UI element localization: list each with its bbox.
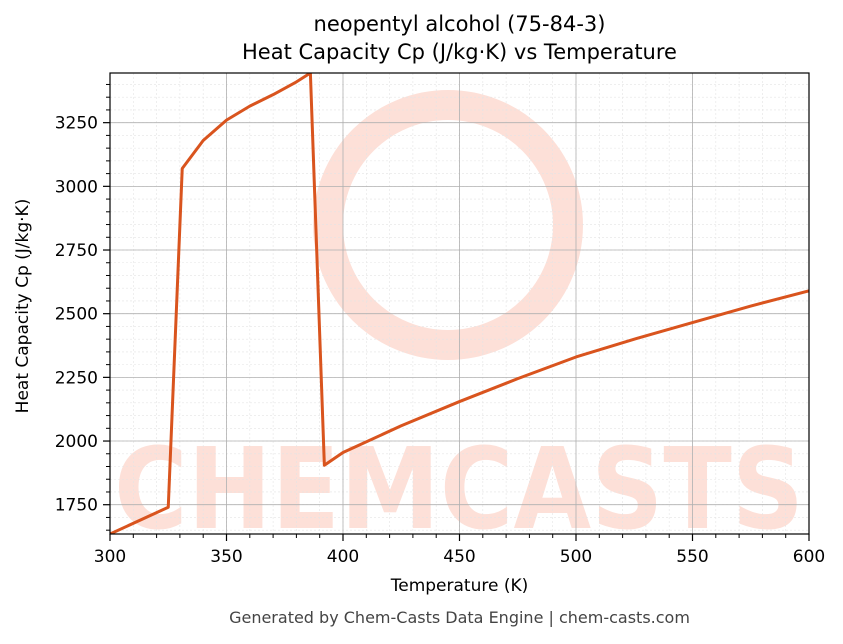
x-tick-label: 600: [793, 547, 825, 567]
y-tick-label: 3250: [55, 114, 98, 134]
y-tick-label: 2000: [55, 432, 98, 452]
chart-subtitle: Heat Capacity Cp (J/kg·K) vs Temperature: [242, 40, 677, 64]
x-tick-label: 450: [443, 547, 475, 567]
series-line-0: [110, 73, 809, 534]
watermark-ring: [313, 90, 583, 360]
watermark-text: CHEMCASTS: [114, 425, 804, 555]
y-tick-label: 3000: [55, 177, 98, 197]
x-tick-label: 300: [94, 547, 126, 567]
y-tick-label: 2250: [55, 368, 98, 388]
y-tick-label: 1750: [55, 496, 98, 516]
x-tick-label: 350: [210, 547, 242, 567]
series-layer: [110, 73, 809, 534]
x-tick-label: 500: [560, 547, 592, 567]
x-tick-label: 400: [327, 547, 359, 567]
y-axis-label: Heat Capacity Cp (J/kg·K): [13, 198, 33, 414]
y-tick-label: 2500: [55, 305, 98, 325]
chart-title: neopentyl alcohol (75-84-3): [313, 12, 606, 36]
y-tick-label: 2750: [55, 241, 98, 261]
watermark: CHEMCASTS: [114, 90, 804, 555]
x-axis-label: Temperature (K): [390, 576, 529, 596]
axis-ticks: 300 350 400 450 500 550 600 1750 2000 2250 2500 275…: [55, 83, 825, 567]
x-tick-label: 550: [676, 547, 708, 567]
footer-credit: Generated by Chem-Casts Data Engine | ch…: [229, 608, 690, 627]
